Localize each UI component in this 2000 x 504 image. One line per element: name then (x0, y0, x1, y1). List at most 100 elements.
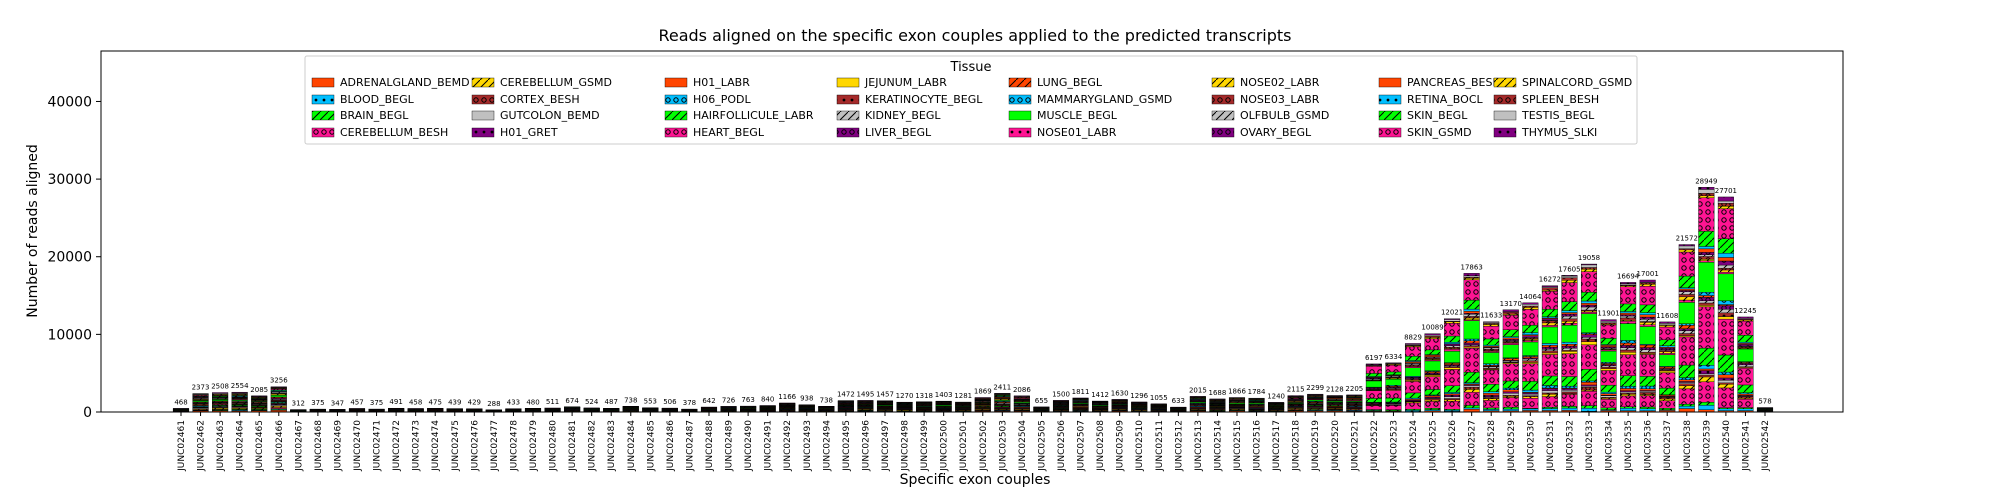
bar-stack (1425, 334, 1441, 412)
bar-stack (877, 401, 893, 412)
bar-segment-thymus-slki (1014, 396, 1030, 397)
bar-segment-blood-begl (1738, 409, 1754, 411)
bar-segment-hairfollicule-labr (1738, 385, 1754, 393)
bar-segment-nose02-labr (1699, 259, 1715, 261)
bar-total-label: 726 (722, 396, 736, 404)
bar-stack (427, 408, 443, 412)
bar-segment-hairfollicule-labr (1425, 389, 1441, 395)
bar-segment-ovary-begl (1718, 261, 1734, 265)
legend-swatch (472, 111, 494, 120)
bar-segment-muscle-begl (1503, 345, 1519, 358)
bar-segment-brain-begl (1601, 408, 1617, 410)
x-tick-label: JUNC02528 (1487, 420, 1497, 472)
bar-stack (1659, 322, 1675, 412)
bar-segment-skin-gsmd (1366, 366, 1382, 373)
legend-label: JEJUNUM_LABR (864, 76, 947, 89)
bar-segment-kidney-begl (1699, 301, 1715, 303)
bar-segment-thymus-slki (232, 392, 248, 393)
bar-stack (1112, 399, 1128, 412)
bar-segment-mammarygland-gsmd (1464, 339, 1480, 341)
bar-segment-skin-gsmd (1718, 209, 1734, 239)
bar-segment-jejunum-labr (1718, 317, 1734, 320)
bar-segment-muscle-begl (1640, 327, 1656, 345)
bar-segment-cerebellum-gsmd (1659, 399, 1675, 401)
bar-total-label: 1495 (857, 390, 875, 398)
bar-total-label: 2299 (1306, 384, 1324, 392)
bar-stack (955, 402, 971, 412)
bar-total-label: 840 (761, 395, 774, 403)
bar-segment-heart-begl (1523, 364, 1539, 382)
bar-total-label: 28949 (1695, 177, 1717, 185)
bar-segment-cortex-besh (1679, 384, 1695, 386)
bar-total-label: 674 (565, 397, 579, 405)
bar-stack (1092, 401, 1108, 412)
bar-segment-heart-begl (1581, 345, 1597, 369)
bar-segment-ovary-begl (1444, 344, 1460, 346)
bar-stack (525, 408, 541, 412)
bar-segment-lung-begl (1464, 341, 1480, 343)
x-tick-label: JUNC02516 (1253, 420, 1263, 472)
bar-stack (643, 408, 659, 412)
legend-label: ADRENALGLAND_BEMD (340, 76, 470, 89)
bar-segment-skin-gsmd (1659, 327, 1675, 340)
bar-segment-heart-begl (1425, 377, 1441, 390)
bar-segment-nose03-labr (1679, 294, 1695, 296)
bar-total-label: 655 (1035, 397, 1048, 405)
bar-segment-testis-begl (1464, 276, 1480, 277)
bar-segment-skin-begl (1503, 330, 1519, 337)
bar-segment-liver-begl (1464, 343, 1480, 345)
legend-item-cerebellum-besh: CEREBELLUM_BESH (312, 126, 448, 139)
legend-swatch (312, 95, 334, 104)
bar-total-label: 3256 (270, 377, 288, 385)
bar-segment-cerebellum-besh (1620, 396, 1636, 407)
bar-segment-keratinocyte-begl (1620, 350, 1636, 352)
x-tick-label: JUNC02509 (1116, 420, 1126, 472)
bar-total-label: 17001 (1637, 270, 1659, 278)
bar-segment-heart-begl (1444, 369, 1460, 385)
bar-total-label: 1281 (954, 392, 972, 400)
bar-segment-hairfollicule-labr (1620, 376, 1636, 387)
bar-segment-olfbulb-gsmd (1640, 319, 1656, 321)
bar-segment-thymus-slki (1659, 322, 1675, 323)
bar-segment-retina-bocl (1523, 333, 1539, 335)
legend-label: TESTIS_BEGL (1521, 109, 1595, 122)
bar-segment-skin-gsmd (1444, 323, 1460, 336)
bar-segment-h01-labr (1601, 394, 1617, 396)
bar-segment-thymus-slki (1542, 286, 1558, 287)
bar-segment-ovary-begl (1523, 336, 1539, 338)
legend-item-jejunum-labr: JEJUNUM_LABR (837, 76, 947, 89)
x-tick-label: JUNC02524 (1409, 420, 1419, 472)
x-tick-label: JUNC02478 (509, 420, 519, 472)
legend-item-lung-begl: LUNG_BEGL (1009, 76, 1103, 89)
bar-segment-spinalcord-gsmd (1444, 322, 1460, 324)
x-tick-label: JUNC02461 (177, 420, 187, 472)
bar-segment-skin-gsmd (1738, 321, 1754, 335)
bar-segment-muscle-begl (1659, 355, 1675, 367)
bar-total-label: 1866 (1228, 388, 1246, 396)
bar-segment-blood-begl (1581, 408, 1597, 411)
bar-segment-olfbulb-gsmd (1581, 307, 1597, 310)
bar-segment-skin-begl (1679, 276, 1695, 288)
bar-total-label: 1296 (1130, 392, 1148, 400)
bar-segment-skin-gsmd (1562, 283, 1578, 302)
bar-stack (564, 407, 580, 412)
bar-segment-testis-begl (1562, 276, 1578, 278)
bar-segment-heart-begl (1366, 391, 1382, 399)
x-tick-label: JUNC02530 (1526, 420, 1536, 472)
bar-stack (1327, 395, 1343, 412)
bar-segment-keratinocyte-begl (1601, 367, 1617, 369)
bar-segment-hairfollicule-labr (1464, 372, 1480, 383)
legend-swatch (837, 111, 859, 120)
bar-segment-hairfollicule-labr (1581, 369, 1597, 381)
bar-segment-hairfollicule-labr (1483, 384, 1499, 391)
bar-total-label: 1811 (1072, 388, 1090, 396)
bar-segment-keratinocyte-begl (1523, 361, 1539, 363)
x-tick-label: JUNC02486 (666, 420, 676, 472)
bar-segment-nose01-labr (1718, 272, 1734, 274)
bar-segment-mammarygland-gsmd (1718, 301, 1734, 305)
bar-segment-kidney-begl (1542, 349, 1558, 351)
bar-segment-cerebellum-besh (1464, 392, 1480, 405)
bar-segment-nose02-labr (1542, 323, 1558, 326)
x-tick-label: JUNC02485 (646, 420, 656, 472)
bar-stack (721, 406, 737, 412)
